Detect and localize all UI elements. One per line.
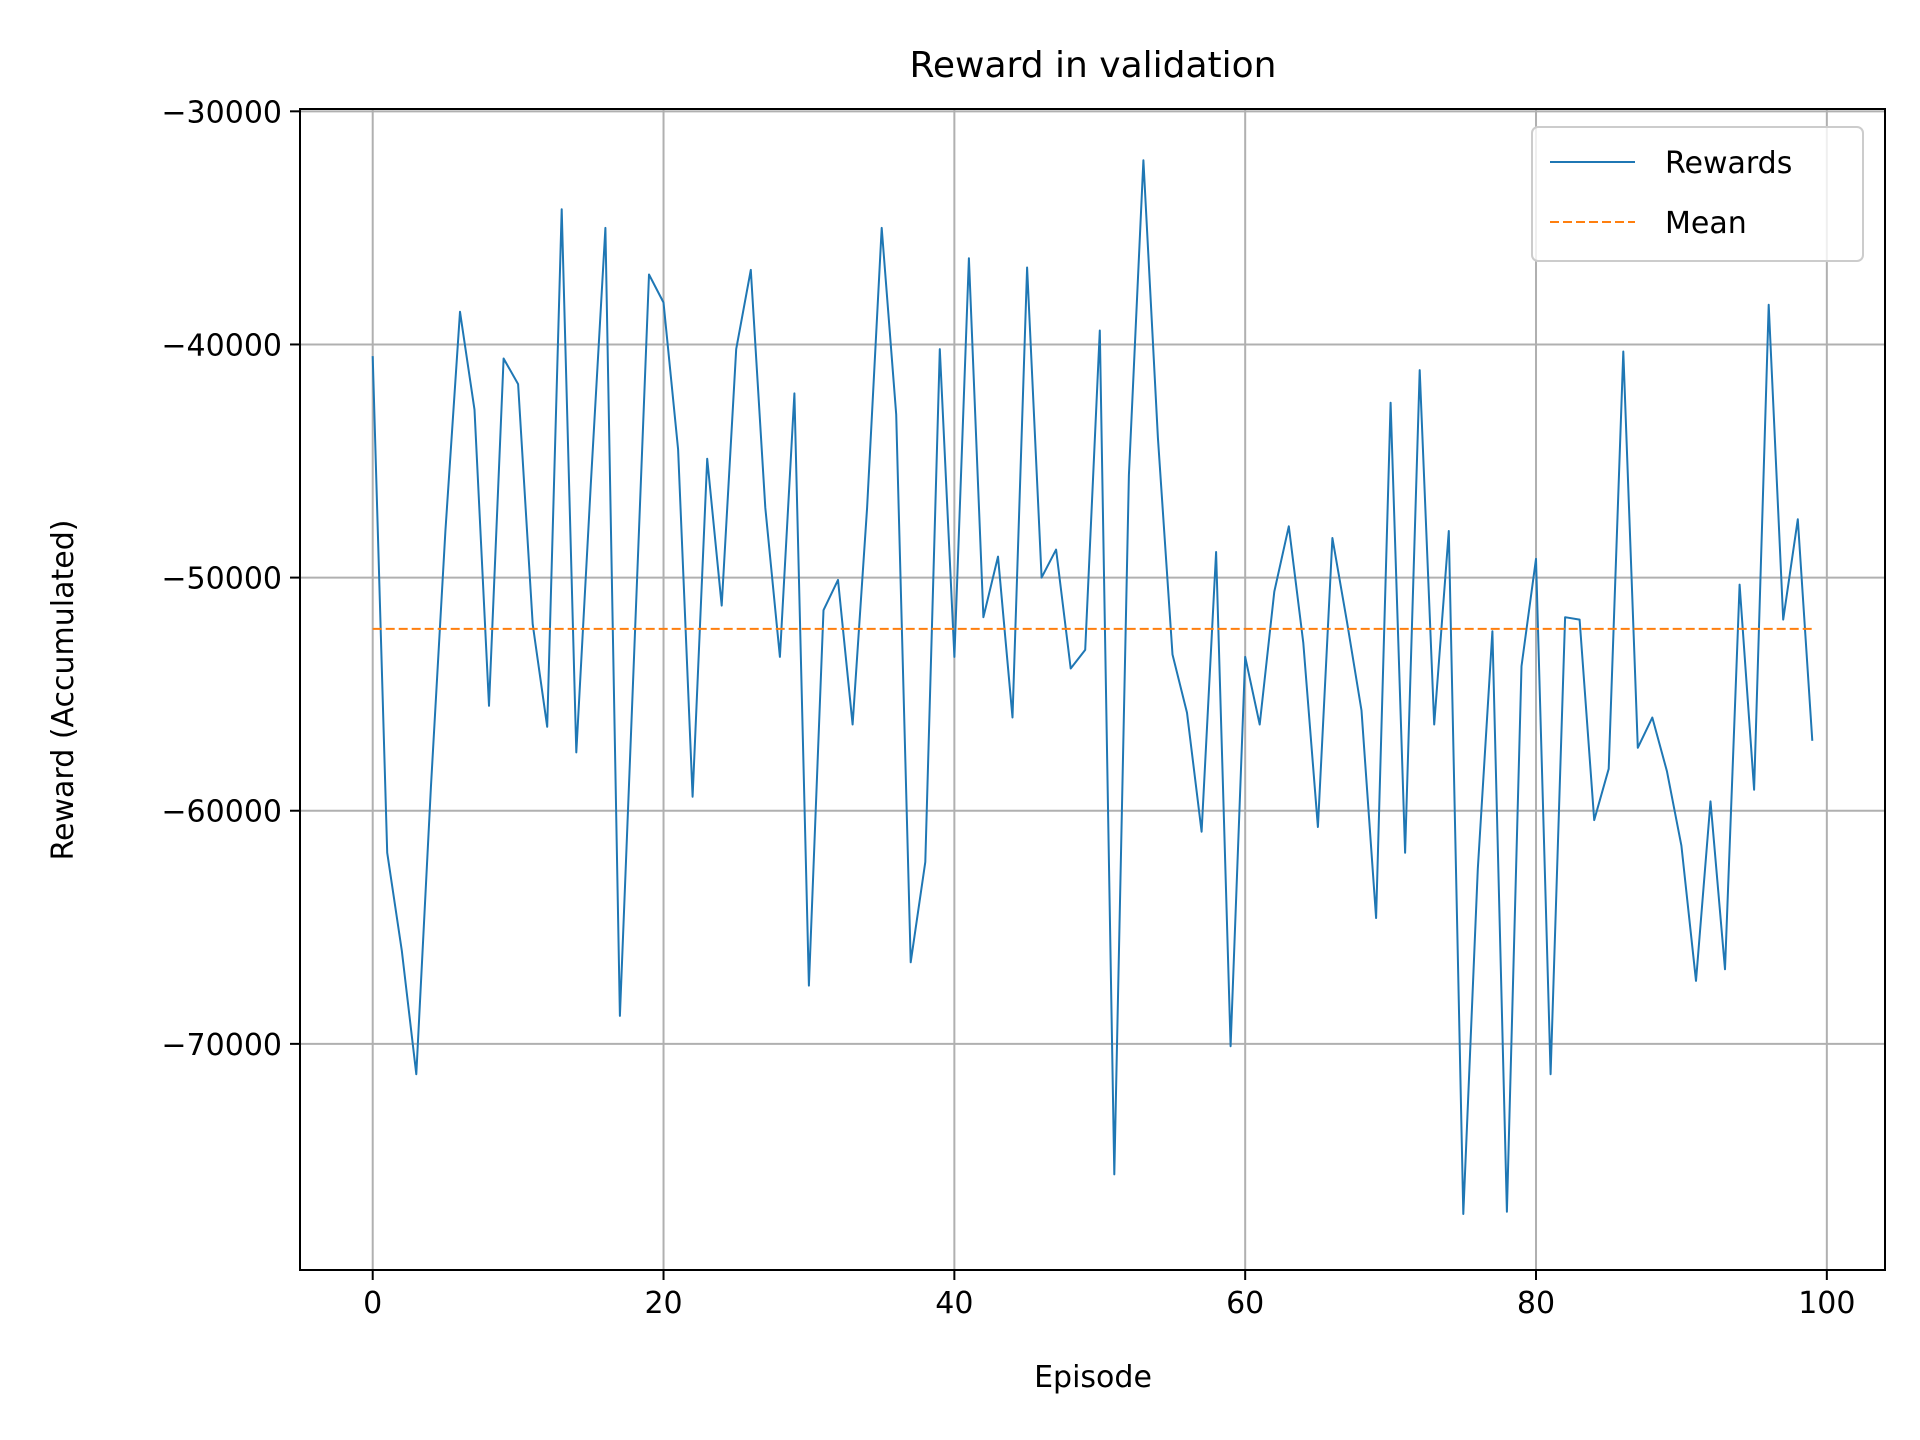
legend: Rewards Mean [1531,126,1864,262]
legend-box [1531,126,1864,262]
x-tick-label: 0 [363,1286,382,1321]
y-axis-label: Reward (Accumulated) [46,520,81,861]
series-line-rewards [371,159,1814,1215]
grid-lines [300,109,1885,1270]
plot-frame [299,108,1886,1271]
x-axis-label: Episode [1034,1360,1152,1395]
y-tick-label: −50000 [161,562,282,597]
y-tick-label: −30000 [161,95,282,130]
y-tick-label: −40000 [161,328,282,363]
legend-mean-label: Mean [1665,206,1747,241]
legend-rewards-label: Rewards [1665,146,1792,181]
x-tick-label: 40 [935,1286,973,1321]
chart-title: Reward in validation [909,45,1276,86]
x-tick-label: 60 [1226,1286,1264,1321]
series-layer [371,159,1814,1215]
x-tick-label: 80 [1517,1286,1555,1321]
y-tick-label: −70000 [161,1028,282,1063]
x-tick-label: 100 [1798,1286,1855,1321]
y-tick-label: −60000 [161,795,282,830]
ticks: 0 20 40 60 80 100 −70000 −60000 −50000 −40000 −300… [161,95,1855,1321]
x-tick-label: 20 [644,1286,682,1321]
